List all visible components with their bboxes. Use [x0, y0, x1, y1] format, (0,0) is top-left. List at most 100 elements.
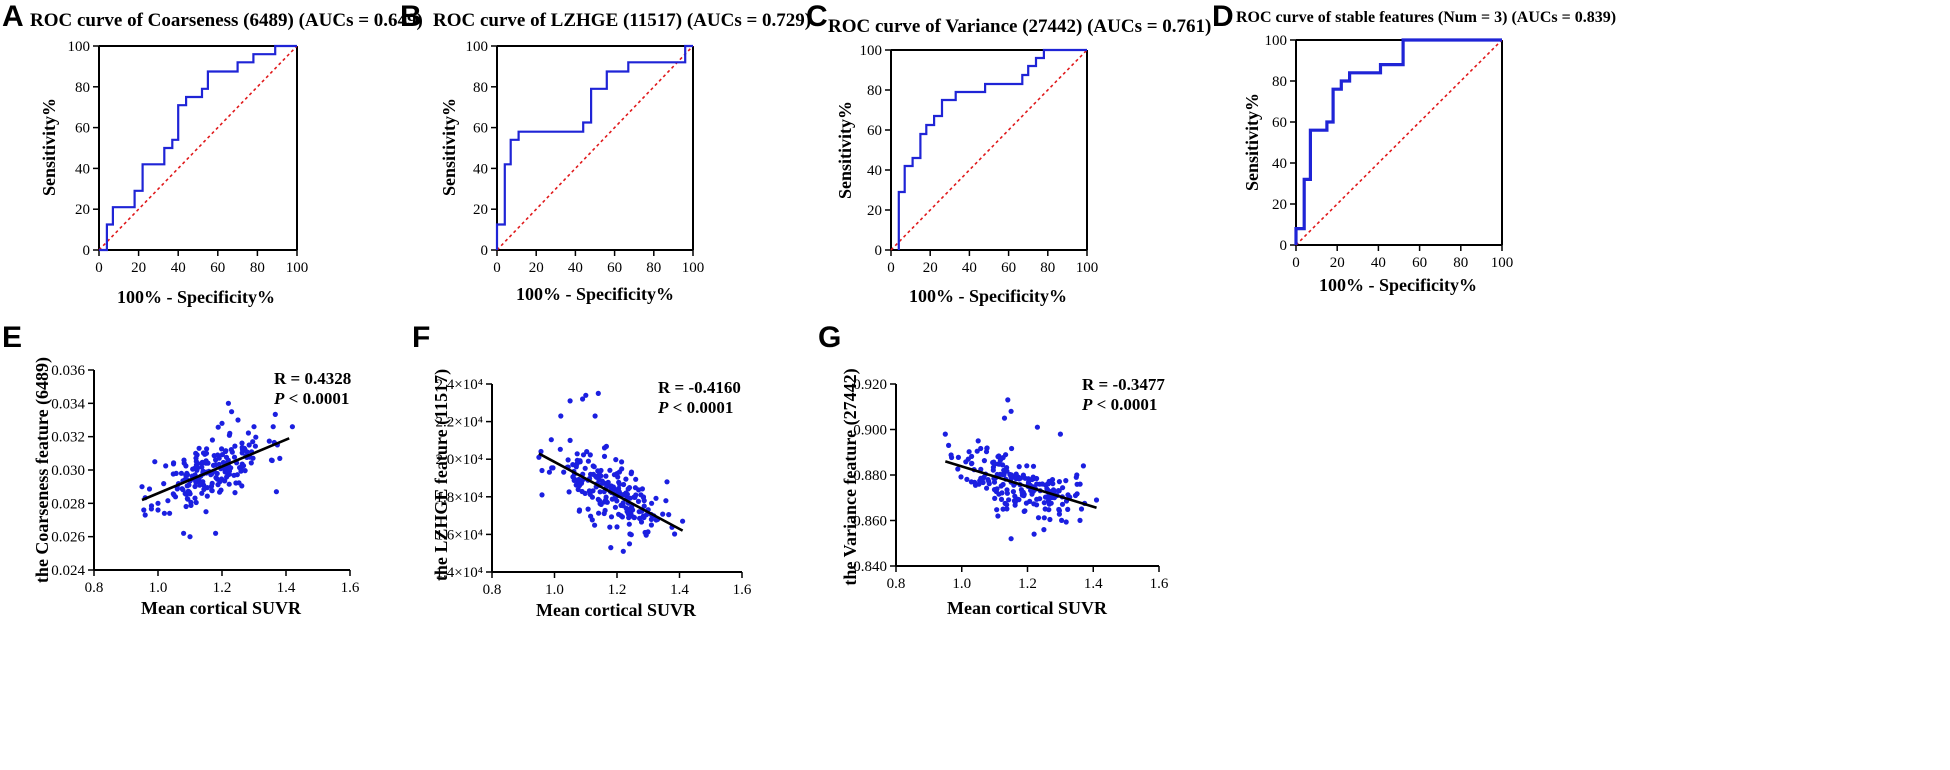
- data-point-f: [574, 451, 580, 457]
- data-point-f: [587, 452, 593, 458]
- x-axis-label-c: 100% - Specificity%: [909, 286, 1067, 306]
- data-point-g: [1031, 531, 1037, 537]
- data-point-g: [1046, 507, 1052, 513]
- data-point-f: [592, 522, 598, 528]
- data-point-f: [592, 413, 598, 419]
- roc-curve-d: [1294, 38, 1502, 245]
- data-point-e: [235, 417, 241, 423]
- data-point-g: [1046, 501, 1052, 507]
- data-point-e: [266, 438, 272, 444]
- data-point-e: [270, 424, 276, 430]
- y-tick-label-f: 1.4×10⁴: [436, 565, 483, 581]
- data-point-f: [539, 492, 545, 498]
- x-tick-label-d: 0: [1292, 255, 1300, 271]
- data-point-g: [1044, 486, 1050, 492]
- data-point-e: [229, 409, 235, 415]
- data-point-g: [972, 482, 979, 488]
- x-tick-label-a: 80: [250, 260, 265, 276]
- data-point-e: [226, 481, 232, 487]
- data-point-g: [981, 458, 988, 464]
- x-tick-label-b: 40: [568, 260, 583, 276]
- panel-f: F 0.8 1.0 1.2 1.4 1.6 1.4×10⁴ 1.6×10⁴ 1.8×10⁴ 2.…: [412, 321, 752, 620]
- data-point-f: [626, 521, 632, 527]
- data-point-e: [183, 463, 189, 469]
- data-point-g: [1000, 481, 1006, 488]
- y-axis-label-e: the Coarseness feature (6489): [32, 357, 53, 583]
- data-point-g: [1060, 485, 1066, 491]
- data-point-g: [1041, 500, 1047, 506]
- y-tick-label-c: 100: [860, 43, 883, 59]
- data-point-e: [240, 463, 247, 469]
- data-point-f: [582, 465, 588, 471]
- x-tick-label-e: 1.2: [213, 580, 232, 596]
- data-point-g: [1050, 481, 1056, 487]
- data-point-e: [194, 463, 200, 469]
- x-tick-label-c: 80: [1040, 260, 1055, 276]
- data-point-f: [539, 467, 545, 474]
- data-point-e: [209, 437, 215, 443]
- x-tick-label-b: 20: [529, 260, 544, 276]
- x-tick-label-f: 1.6: [733, 582, 752, 598]
- y-axis-label-d: Sensitivity%: [1242, 93, 1262, 191]
- x-tick-label-f: 1.0: [545, 582, 564, 598]
- data-point-g: [994, 507, 1000, 513]
- reference-line-b: [496, 45, 694, 251]
- data-point-e: [201, 486, 207, 492]
- x-tick-label-e: 1.0: [149, 580, 168, 596]
- stat-r-g: R = -0.3477: [1082, 375, 1165, 394]
- data-point-e: [269, 457, 275, 464]
- y-tick-label-e: 0.028: [51, 496, 85, 512]
- x-tick-label-c: 40: [962, 260, 977, 276]
- data-point-g: [1008, 408, 1014, 414]
- data-point-e: [273, 489, 279, 495]
- x-tick-label-d: 100: [1491, 255, 1514, 271]
- data-point-e: [170, 491, 176, 497]
- data-point-g: [1010, 489, 1017, 495]
- data-point-g: [983, 449, 990, 455]
- data-point-g: [942, 431, 948, 437]
- data-point-e: [184, 472, 191, 478]
- data-point-f: [603, 497, 609, 503]
- data-point-f: [607, 467, 613, 473]
- data-point-e: [219, 446, 225, 452]
- data-point-e: [193, 499, 199, 506]
- data-point-f: [601, 453, 608, 459]
- y-tick-label-b: 20: [473, 202, 488, 218]
- data-point-g: [995, 513, 1001, 519]
- data-point-e: [289, 424, 295, 430]
- data-point-g: [1012, 493, 1018, 499]
- data-point-f: [637, 515, 643, 522]
- data-point-f: [566, 489, 572, 495]
- stat-p-f: P < 0.0001: [657, 398, 733, 417]
- data-point-f: [625, 486, 631, 492]
- data-point-g: [1004, 502, 1010, 508]
- data-point-g: [1063, 478, 1069, 484]
- data-point-e: [167, 510, 173, 516]
- data-point-f: [609, 496, 615, 502]
- data-point-f: [608, 545, 614, 551]
- data-point-e: [208, 472, 214, 478]
- data-point-e: [203, 458, 209, 464]
- data-point-f: [672, 531, 678, 537]
- data-point-g: [963, 459, 969, 465]
- data-point-g: [998, 496, 1005, 502]
- data-point-g: [1056, 479, 1062, 485]
- y-tick-label-d: 80: [1272, 74, 1287, 90]
- y-tick-label-d: 0: [1280, 238, 1288, 254]
- data-point-e: [222, 448, 229, 455]
- x-tick-label-b: 0: [493, 260, 501, 276]
- data-point-g: [946, 442, 952, 448]
- data-point-g: [958, 474, 964, 480]
- data-point-f: [607, 524, 613, 530]
- y-axis-label-b: Sensitivity%: [439, 98, 459, 196]
- data-point-f: [583, 392, 589, 398]
- data-point-f: [641, 503, 647, 509]
- data-point-e: [209, 487, 215, 493]
- data-point-f: [632, 494, 638, 500]
- data-point-g: [978, 445, 984, 452]
- data-point-f: [580, 396, 586, 402]
- data-point-e: [174, 486, 180, 492]
- data-point-e: [217, 489, 223, 495]
- y-tick-label-d: 100: [1265, 33, 1288, 49]
- data-point-g: [1008, 472, 1014, 478]
